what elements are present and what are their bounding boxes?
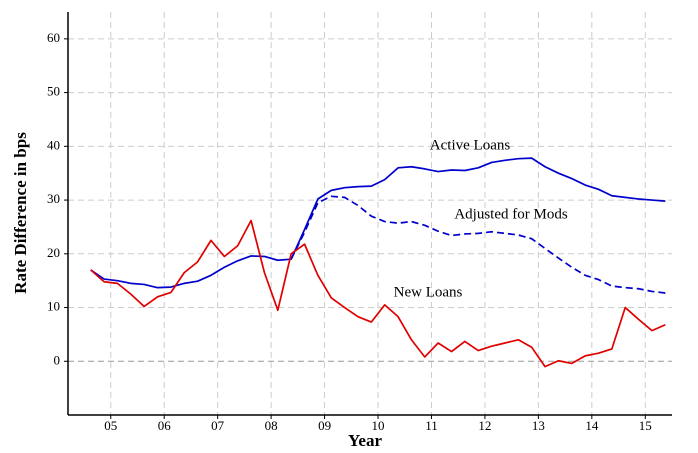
x-tick-label: 07 <box>211 418 225 433</box>
x-tick-label: 11 <box>425 418 438 433</box>
x-axis-title: Year <box>348 431 382 450</box>
x-tick-label: 15 <box>639 418 652 433</box>
series-label: Active Loans <box>430 137 511 153</box>
y-tick-label: 20 <box>47 245 60 260</box>
series-line <box>90 157 666 289</box>
series-label: Adjusted for Mods <box>454 206 567 222</box>
x-tick-label: 10 <box>372 418 385 433</box>
x-tick-label: 08 <box>265 418 278 433</box>
y-tick-label: 60 <box>47 30 60 45</box>
y-tick-label: 0 <box>54 352 61 367</box>
x-tick-label: 09 <box>318 418 331 433</box>
y-tick-label: 30 <box>47 191 60 206</box>
x-tick-label: 06 <box>158 418 172 433</box>
x-tick-label: 14 <box>585 418 599 433</box>
x-tick-label: 05 <box>104 418 117 433</box>
series-line <box>90 219 666 368</box>
series-line <box>290 195 666 294</box>
y-tick-label: 40 <box>47 137 60 152</box>
y-tick-label: 10 <box>47 299 60 314</box>
series-label: New Loans <box>394 284 463 300</box>
x-tick-label: 12 <box>478 418 491 433</box>
y-tick-label: 50 <box>47 84 60 99</box>
y-axis-title: Rate Difference in bps <box>11 132 30 294</box>
x-tick-label: 13 <box>532 418 545 433</box>
